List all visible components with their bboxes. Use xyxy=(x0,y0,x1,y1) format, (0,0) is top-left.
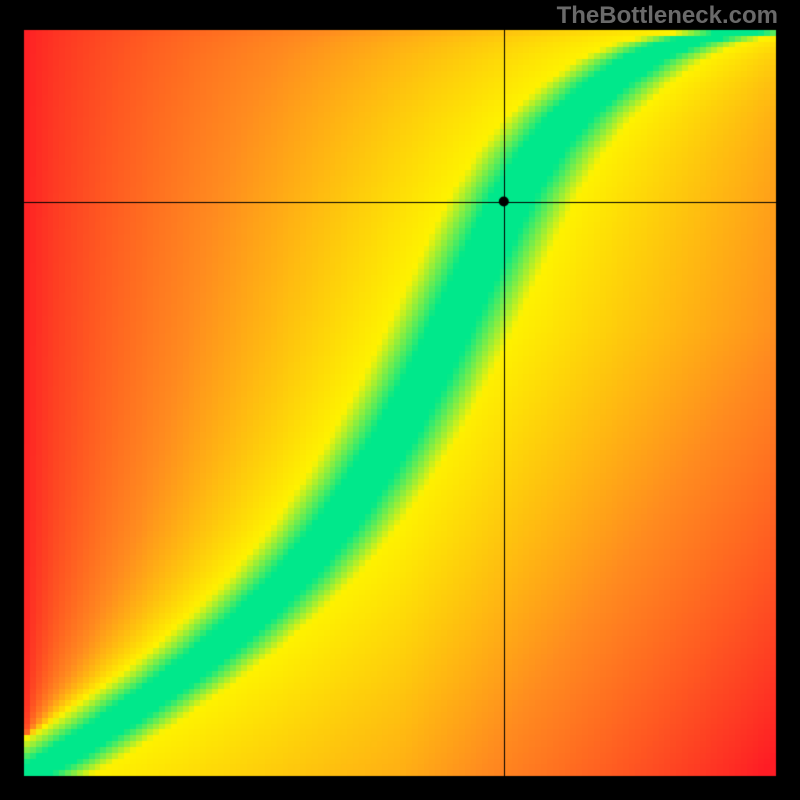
chart-container: TheBottleneck.com xyxy=(0,0,800,800)
bottleneck-heatmap-canvas xyxy=(0,0,800,800)
